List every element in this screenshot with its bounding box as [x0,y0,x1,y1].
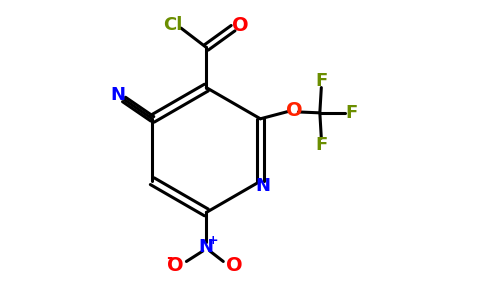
Text: F: F [346,103,358,122]
Text: F: F [316,136,328,154]
Text: N: N [199,238,214,256]
Text: O: O [232,16,249,35]
Text: O: O [167,256,184,275]
Text: N: N [255,177,270,195]
Text: F: F [316,72,328,90]
Text: Cl: Cl [163,16,182,34]
Text: N: N [110,86,125,104]
Text: -: - [166,250,173,266]
Text: O: O [226,256,242,275]
Text: O: O [286,101,303,120]
Text: +: + [208,234,218,247]
